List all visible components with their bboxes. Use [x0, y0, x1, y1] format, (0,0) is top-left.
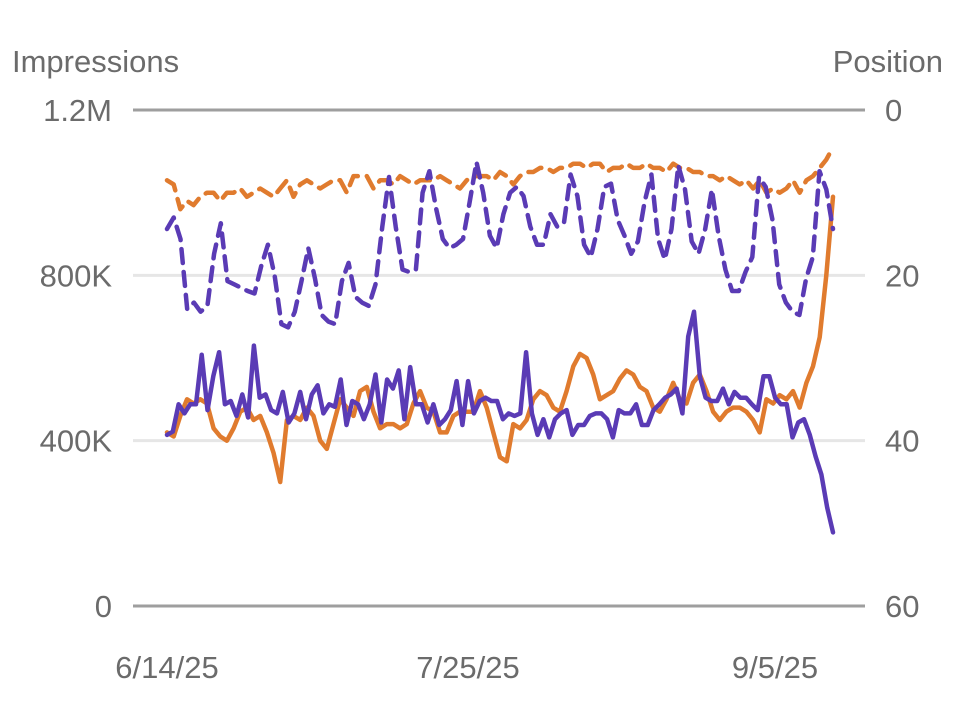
- series-line-1: [164, 194, 836, 485]
- left-tick-label: 800K: [40, 258, 113, 293]
- axes: 0 400K 800K 1.2M 0 20 40 60 6/14/25 7/25/25 9/5/25…: [12, 44, 943, 685]
- right-tick-label: 60: [885, 589, 919, 624]
- series-line-3: [164, 309, 836, 535]
- right-tick-label: 20: [885, 258, 919, 293]
- right-tick-label: 40: [885, 424, 919, 459]
- right-axis-title: Position: [833, 44, 943, 79]
- left-tick-label: 1.2M: [43, 93, 112, 128]
- series-line-2: [164, 144, 836, 212]
- x-tick-label: 6/14/25: [115, 650, 218, 685]
- series-lines: [164, 144, 836, 535]
- x-tick-label: 7/25/25: [416, 650, 519, 685]
- right-tick-label: 0: [885, 93, 902, 128]
- gridlines: [133, 108, 865, 608]
- left-tick-label: 400K: [40, 424, 113, 459]
- left-axis-title: Impressions: [12, 44, 179, 79]
- x-tick-label: 9/5/25: [732, 650, 818, 685]
- left-tick-label: 0: [95, 589, 112, 624]
- series-line-4: [164, 159, 836, 330]
